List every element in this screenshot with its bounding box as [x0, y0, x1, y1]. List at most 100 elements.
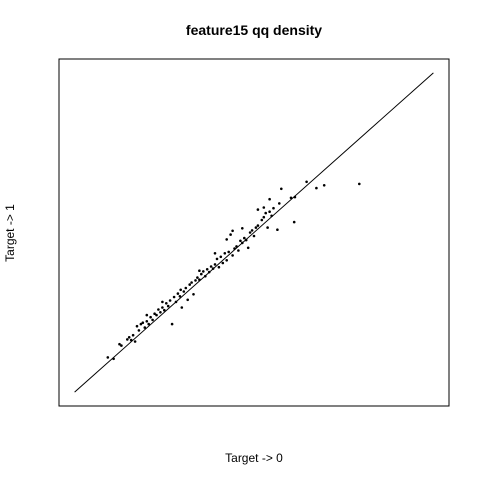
data-point-73	[262, 215, 266, 219]
data-point-59	[233, 247, 236, 250]
data-point-22	[161, 306, 164, 309]
data-point-16	[149, 315, 152, 319]
data-point-85	[293, 195, 297, 199]
data-point-25	[166, 304, 170, 308]
data-point-26	[168, 299, 172, 302]
data-point-94	[198, 269, 201, 273]
data-point-29	[174, 300, 178, 304]
data-point-75	[266, 226, 269, 229]
data-point-23	[163, 308, 166, 312]
data-point-38	[192, 293, 195, 296]
data-point-66	[246, 246, 250, 250]
data-point-48	[211, 267, 215, 270]
data-point-14	[145, 320, 149, 323]
data-point-53	[221, 261, 225, 265]
data-point-39	[194, 279, 197, 282]
data-point-54	[223, 252, 227, 255]
data-point-47	[209, 265, 213, 268]
data-point-81	[262, 206, 266, 209]
data-point-74	[264, 211, 268, 215]
data-point-80	[278, 202, 281, 205]
data-point-95	[179, 288, 182, 292]
data-point-52	[219, 255, 223, 259]
data-point-12	[141, 321, 145, 325]
reference-line	[74, 72, 434, 393]
data-point-96	[161, 300, 164, 304]
data-point-35	[186, 298, 189, 302]
data-point-36	[188, 283, 191, 286]
data-point-32	[180, 306, 184, 309]
data-point-24	[165, 302, 168, 305]
data-point-89	[280, 187, 283, 191]
data-point-65	[244, 238, 248, 242]
data-point-31	[178, 295, 182, 298]
data-point-45	[205, 268, 209, 271]
data-point-99	[358, 182, 361, 186]
data-point-82	[256, 208, 260, 211]
data-point-41	[198, 278, 201, 282]
data-point-91	[231, 229, 234, 233]
data-point-51	[217, 265, 221, 269]
data-point-50	[215, 257, 219, 261]
data-point-90	[241, 227, 244, 230]
data-point-64	[243, 236, 246, 240]
plot-frame	[58, 58, 450, 407]
data-point-93	[213, 252, 217, 255]
data-point-4	[126, 338, 129, 341]
data-point-40	[196, 276, 199, 279]
data-point-58	[231, 254, 234, 257]
data-point-88	[322, 184, 326, 187]
data-point-18	[153, 312, 156, 316]
data-point-0	[106, 356, 110, 359]
data-point-3	[120, 344, 123, 347]
data-point-92	[225, 238, 228, 241]
data-point-69	[252, 234, 256, 238]
data-point-62	[239, 239, 242, 243]
data-point-97	[145, 313, 149, 317]
data-point-63	[241, 241, 244, 245]
data-point-9	[135, 324, 139, 328]
data-point-46	[207, 270, 211, 274]
data-point-10	[137, 329, 141, 332]
data-point-13	[143, 326, 147, 329]
data-point-84	[289, 196, 293, 200]
data-point-28	[172, 295, 176, 299]
data-point-77	[270, 214, 273, 218]
chart-title: feature15 qq density	[186, 22, 322, 38]
data-point-20	[157, 308, 160, 311]
data-point-7	[131, 333, 135, 337]
data-point-70	[254, 226, 258, 229]
y-axis-label: Target -> 1	[3, 204, 17, 262]
data-point-2	[118, 342, 121, 346]
data-point-56	[227, 250, 230, 254]
x-axis-label: Target -> 0	[225, 451, 283, 465]
data-point-43	[202, 270, 205, 273]
data-point-68	[250, 229, 254, 232]
data-point-27	[170, 322, 174, 326]
data-point-11	[139, 322, 143, 326]
data-point-57	[229, 233, 232, 236]
data-point-17	[151, 318, 154, 322]
data-point-8	[133, 340, 137, 343]
data-point-60	[235, 245, 238, 248]
data-point-67	[248, 231, 252, 234]
data-point-86	[305, 180, 308, 184]
data-point-30	[176, 292, 180, 295]
data-point-49	[213, 263, 217, 266]
data-point-1	[112, 357, 115, 361]
data-point-76	[268, 210, 271, 213]
data-point-21	[159, 311, 162, 314]
data-point-55	[225, 259, 228, 262]
data-point-98	[292, 220, 296, 224]
data-point-61	[237, 249, 240, 252]
data-point-83	[268, 197, 271, 201]
data-point-78	[272, 206, 275, 210]
data-point-15	[147, 322, 150, 326]
data-point-42	[200, 272, 203, 276]
data-points	[106, 180, 361, 361]
data-point-5	[127, 336, 131, 339]
data-point-33	[182, 290, 186, 293]
data-point-19	[155, 313, 158, 317]
data-point-37	[190, 281, 193, 284]
